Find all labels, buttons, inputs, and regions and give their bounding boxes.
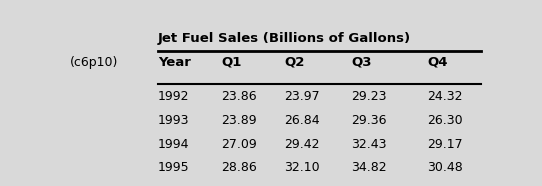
Text: 28.86: 28.86 <box>221 161 257 174</box>
Text: 29.36: 29.36 <box>351 114 387 127</box>
Text: 24.32: 24.32 <box>427 90 462 103</box>
Text: 30.48: 30.48 <box>427 161 463 174</box>
Text: Q4: Q4 <box>427 56 447 69</box>
Text: 30.87: 30.87 <box>221 185 257 186</box>
Text: 29.42: 29.42 <box>284 138 320 150</box>
Text: 1993: 1993 <box>158 114 190 127</box>
Text: 23.86: 23.86 <box>221 90 257 103</box>
Text: 33.75: 33.75 <box>284 185 320 186</box>
Text: 1992: 1992 <box>158 90 190 103</box>
Text: Q2: Q2 <box>284 56 305 69</box>
Text: 30.00: 30.00 <box>427 185 463 186</box>
Text: 23.97: 23.97 <box>284 90 320 103</box>
Text: 23.89: 23.89 <box>221 114 257 127</box>
Text: 32.10: 32.10 <box>284 161 320 174</box>
Text: Year: Year <box>158 56 191 69</box>
Text: 32.43: 32.43 <box>351 138 387 150</box>
Text: 1994: 1994 <box>158 138 190 150</box>
Text: 1996: 1996 <box>158 185 190 186</box>
Text: 34.82: 34.82 <box>351 161 387 174</box>
Text: 1995: 1995 <box>158 161 190 174</box>
Text: 35.11: 35.11 <box>351 185 387 186</box>
Text: Q1: Q1 <box>221 56 241 69</box>
Text: Q3: Q3 <box>351 56 372 69</box>
Text: 29.23: 29.23 <box>351 90 387 103</box>
Text: 26.84: 26.84 <box>284 114 320 127</box>
Text: Jet Fuel Sales (Billions of Gallons): Jet Fuel Sales (Billions of Gallons) <box>158 32 411 45</box>
Text: 26.30: 26.30 <box>427 114 462 127</box>
Text: 27.09: 27.09 <box>221 138 257 150</box>
Text: 29.17: 29.17 <box>427 138 462 150</box>
Text: (c6p10): (c6p10) <box>70 56 118 69</box>
